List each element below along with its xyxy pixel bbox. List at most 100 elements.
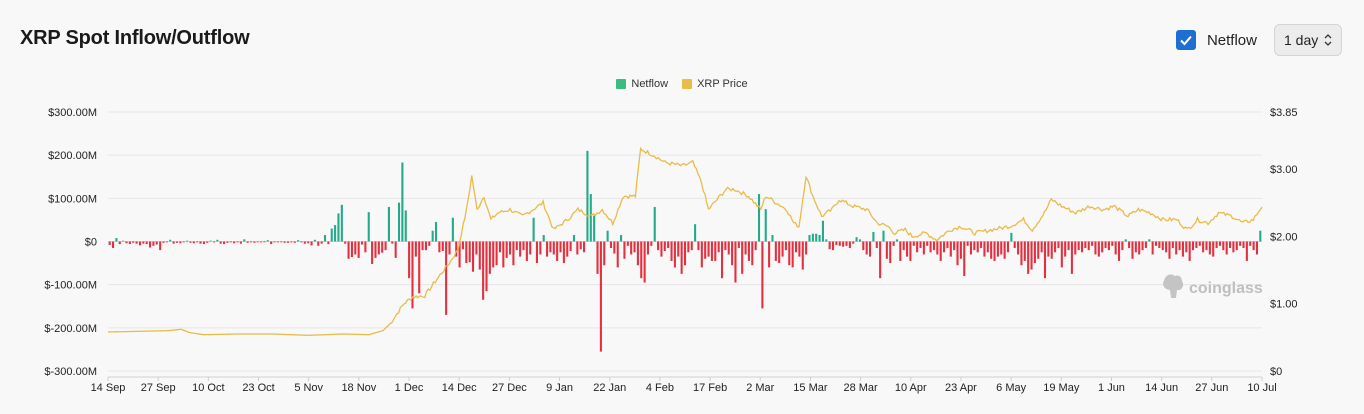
inflow-bar xyxy=(330,228,333,242)
outflow-bar xyxy=(152,241,155,246)
outflow-bar xyxy=(700,241,703,268)
outflow-bar xyxy=(831,241,835,251)
outflow-bar xyxy=(953,241,956,251)
inflow-bar xyxy=(266,240,269,242)
outflow-bar xyxy=(1107,241,1110,251)
outflow-bar xyxy=(559,241,562,253)
outflow-bar xyxy=(357,241,360,258)
x-tick-label: 10 Jul xyxy=(1247,382,1276,394)
outflow-bar xyxy=(344,241,347,244)
outflow-bar xyxy=(677,241,680,257)
inflow-bar xyxy=(882,230,885,242)
outflow-bar xyxy=(1087,241,1090,251)
outflow-bar xyxy=(320,241,323,244)
outflow-bar xyxy=(132,241,135,243)
netflow-checkbox[interactable] xyxy=(1175,30,1196,50)
inflow-bar xyxy=(334,225,337,242)
outflow-bar xyxy=(138,241,142,246)
outflow-bar xyxy=(263,241,266,243)
outflow-bar xyxy=(754,241,757,251)
outflow-bar xyxy=(515,241,518,251)
right-tick-label: $3.85 xyxy=(1270,107,1298,119)
x-tick-label: 1 Jun xyxy=(1098,382,1125,394)
outflow-bar xyxy=(286,241,290,243)
left-tick-label: $-200.00M xyxy=(44,323,97,335)
outflow-bar xyxy=(539,241,542,255)
outflow-bar xyxy=(472,241,475,272)
outflow-bar xyxy=(828,241,831,250)
inflow-bar xyxy=(387,206,390,242)
outflow-bar xyxy=(525,241,528,261)
left-tick-label: $-100.00M xyxy=(44,280,97,292)
inflow-bar xyxy=(542,235,545,242)
outflow-bar xyxy=(1050,241,1053,259)
outflow-bar xyxy=(1212,241,1215,257)
inflow-bar xyxy=(572,235,576,242)
outflow-bar xyxy=(1084,241,1087,248)
outflow-bar xyxy=(616,241,619,268)
inflow-bar xyxy=(653,206,656,242)
interval-select[interactable]: 1 day xyxy=(1274,24,1342,56)
outflow-bar xyxy=(1037,241,1040,259)
outflow-bar xyxy=(613,241,616,254)
outflow-bar xyxy=(384,241,387,251)
inflow-bar xyxy=(811,233,814,242)
inflow-bar xyxy=(367,212,370,242)
outflow-bar xyxy=(502,241,505,268)
outflow-bar xyxy=(512,241,515,266)
outflow-bar xyxy=(293,241,296,243)
outflow-bar xyxy=(1171,241,1174,248)
outflow-bar xyxy=(643,241,646,283)
outflow-bar xyxy=(424,241,427,251)
netflow-checkbox-label[interactable]: Netflow xyxy=(1206,31,1257,49)
outflow-bar xyxy=(761,241,764,309)
outflow-bar xyxy=(381,241,384,253)
outflow-bar xyxy=(360,241,364,245)
outflow-bar xyxy=(172,241,175,244)
outflow-bar xyxy=(1057,241,1060,248)
x-axis: 14 Sep 27 Sep 10 Oct 23 Oct 5 Nov 18 Nov 1 Dec… xyxy=(91,376,1277,394)
outflow-bar xyxy=(879,241,882,279)
outflow-bar xyxy=(108,241,111,245)
outflow-bar xyxy=(566,241,569,257)
outflow-bar xyxy=(1195,241,1198,248)
x-tick-label: 22 Jan xyxy=(593,382,626,394)
outflow-bar xyxy=(889,241,892,264)
inflow-bar xyxy=(818,235,821,242)
legend-item-price[interactable]: XRP Price xyxy=(682,78,748,90)
outflow-bar xyxy=(660,241,663,257)
outflow-bar xyxy=(697,241,700,251)
outflow-bar xyxy=(946,241,949,248)
outflow-bar xyxy=(1255,241,1258,255)
left-tick-label: $300.00M xyxy=(48,107,97,119)
outflow-bar xyxy=(747,241,750,261)
watermark-text: coinglass xyxy=(1189,280,1263,297)
outflow-bar xyxy=(579,241,582,250)
x-tick-label: 5 Nov xyxy=(294,382,323,394)
legend-item-netflow[interactable]: Netflow xyxy=(616,78,668,90)
coinglass-logo-icon xyxy=(1163,274,1184,298)
outflow-bar xyxy=(549,241,552,253)
outflow-bar xyxy=(1023,241,1026,261)
outflow-bar xyxy=(391,241,394,244)
outflow-bar xyxy=(673,241,676,268)
x-tick-label: 18 Nov xyxy=(341,382,376,394)
outflow-bar xyxy=(461,241,464,250)
outflow-bar xyxy=(1181,241,1184,257)
outflow-bar xyxy=(1030,241,1033,270)
outflow-bar xyxy=(680,241,683,274)
outflow-bar xyxy=(1006,241,1010,253)
outflow-bar xyxy=(842,241,845,247)
x-tick-label: 9 Jan xyxy=(546,382,573,394)
outflow-bar xyxy=(805,241,808,255)
inflow-bar xyxy=(1124,239,1127,242)
inflow-bar xyxy=(122,240,125,242)
outflow-bar xyxy=(781,241,784,257)
outflow-bar xyxy=(943,241,946,253)
outflow-bar xyxy=(690,241,693,251)
outflow-bar xyxy=(317,241,320,246)
outflow-bar xyxy=(969,241,973,255)
legend-swatch-price xyxy=(682,79,693,89)
outflow-bar xyxy=(623,241,626,259)
outflow-bar xyxy=(687,241,690,253)
